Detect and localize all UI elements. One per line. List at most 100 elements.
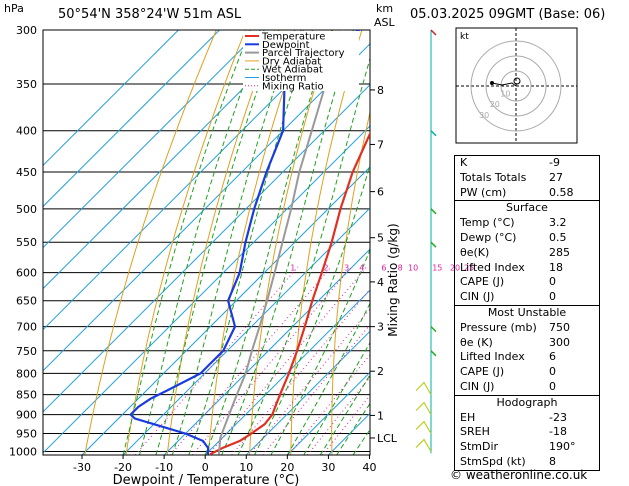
pressure-tick-label: 800: [16, 367, 37, 380]
wind-barb: [430, 241, 437, 248]
unstable-row: Lifted Index 6: [455, 350, 599, 365]
wet-adiabat-line: [204, 30, 333, 455]
unstable-value: 750: [549, 320, 570, 334]
unstable-row: CAPE (J) 0: [455, 365, 599, 380]
legend-label: Mixing Ratio: [262, 81, 324, 92]
legend-label: Dewpoint: [262, 40, 310, 51]
mixing-ratio-label: 25: [464, 264, 474, 273]
wet-adiabat-line: [188, 30, 313, 455]
isotherm-line: [122, 207, 370, 455]
x-tick-label: 20: [280, 461, 294, 474]
x-tick-label: 0: [202, 461, 209, 474]
isotherm-line: [43, 30, 220, 208]
surface-section: Surface Temp (°C) 3.2 Dewp (°C) 0.5 θe(K) 285…: [455, 200, 599, 305]
wind-barb: [430, 130, 437, 137]
isotherm-line: [43, 30, 179, 167]
header-location: 50°54'N 358°24'W 51m ASL: [58, 7, 242, 22]
km-tick-label: LCL: [377, 432, 398, 445]
x-tick-label: 40: [362, 461, 376, 474]
hodograph-ring-label: 20: [490, 100, 500, 109]
mixing-ratio-label: 8: [398, 264, 403, 273]
pressure-tick-label: 550: [16, 236, 37, 249]
index-label: PW (cm): [460, 185, 507, 199]
wind-barb: [415, 401, 432, 415]
wet-adiabat-line: [286, 302, 370, 455]
wet-adiabat-line: [270, 248, 370, 455]
x-tick-label: -10: [155, 461, 173, 474]
mixing-ratio-line: [248, 308, 370, 455]
unstable-value: 300: [549, 335, 570, 349]
mixing-ratio-line: [288, 354, 370, 455]
hodograph-ring-label: 10: [500, 90, 510, 99]
surface-label: Temp (°C): [460, 216, 515, 230]
index-row: PW (cm) 0.58: [455, 186, 599, 201]
unstable-label: CAPE (J): [460, 365, 505, 379]
index-value: 0.58: [549, 185, 574, 199]
unstable-value: 0: [549, 365, 556, 379]
mixing-ratio-line: [322, 394, 370, 455]
surface-row: θe(K) 285: [455, 246, 599, 261]
pressure-tick-label: 450: [16, 166, 37, 179]
hodo-label: StmSpd (kt): [460, 454, 526, 468]
wind-barb: [415, 420, 432, 434]
hodograph-ring: [500, 70, 532, 102]
header-datetime: 05.03.2025 09GMT (Base: 06): [410, 7, 606, 22]
km-tick-label: 2: [377, 365, 384, 378]
unstable-row: Pressure (mb) 750: [455, 321, 599, 336]
hodograph-unit-label: kt: [460, 32, 469, 42]
series-line-parcel-trajectory: [218, 30, 344, 455]
hodo-value: -23: [549, 410, 567, 424]
km-tick-label: 6: [377, 186, 384, 199]
mixing-ratio-axis-label: Mixing Ratio (g/kg): [386, 223, 400, 336]
hodograph-title: Hodograph: [496, 395, 558, 409]
unstable-value: 6: [549, 350, 556, 364]
dry-adiabat-line: [290, 30, 363, 455]
km-tick-label: 8: [377, 84, 384, 97]
hodograph-ring-label: 30: [479, 111, 489, 120]
legend-background: [243, 31, 359, 91]
isotherm-line: [245, 330, 370, 455]
hodo-row: StmSpd (kt) 8: [455, 455, 599, 470]
unstable-label: θe (K): [460, 335, 493, 349]
wet-adiabat-line: [221, 30, 355, 455]
mixing-ratio-line: [207, 266, 368, 455]
isotherm-line: [43, 30, 261, 249]
surface-value: 3.2: [549, 216, 567, 230]
hodo-row: StmDir 190°: [455, 440, 599, 455]
plot-frame: [42, 29, 371, 456]
hodo-value: 8: [549, 454, 556, 468]
unstable-label: CIN (J): [460, 379, 495, 393]
mixing-ratio-line: [170, 266, 332, 455]
x-tick-label: 30: [321, 461, 335, 474]
unstable-row: CIN (J) 0: [455, 380, 599, 395]
pressure-tick-label: 950: [16, 428, 37, 441]
pressure-tick-label: 650: [16, 295, 37, 308]
km-tick-label: 4: [377, 276, 384, 289]
isotherm-line: [43, 84, 370, 413]
dry-adiabat-line: [619, 30, 629, 455]
mixing-ratio-label: 6: [381, 264, 386, 273]
index-label: K: [460, 156, 468, 169]
unstable-title: Most Unstable: [487, 305, 567, 319]
surface-row: Dewp (°C) 0.5: [455, 231, 599, 246]
wet-adiabat-line: [237, 56, 370, 455]
dry-adiabat-line: [84, 30, 217, 455]
surface-value: 18: [549, 260, 563, 274]
surface-label: CAPE (J): [460, 275, 505, 289]
chart-axes: 3003504004505005506006507007508008509009…: [9, 24, 474, 486]
isotherm-line: [43, 30, 302, 290]
surface-value: 0: [549, 290, 556, 304]
isotherm-line: [43, 125, 370, 454]
mixing-ratio-label: 10: [408, 264, 418, 273]
dry-adiabat-line: [166, 30, 276, 455]
isotherm-line: [43, 43, 370, 372]
hodograph-point: [490, 81, 494, 85]
legend-label: Temperature: [261, 32, 325, 43]
hodo-value: -18: [549, 425, 567, 439]
wet-adiabat-line: [319, 374, 370, 455]
mixing-ratio-label: 1: [290, 264, 295, 273]
unstable-row: θe (K) 300: [455, 336, 599, 351]
pressure-tick-label: 1000: [9, 446, 37, 459]
unstable-section: Most Unstable Pressure (mb) 750 θe (K) 300 L…: [455, 304, 599, 395]
